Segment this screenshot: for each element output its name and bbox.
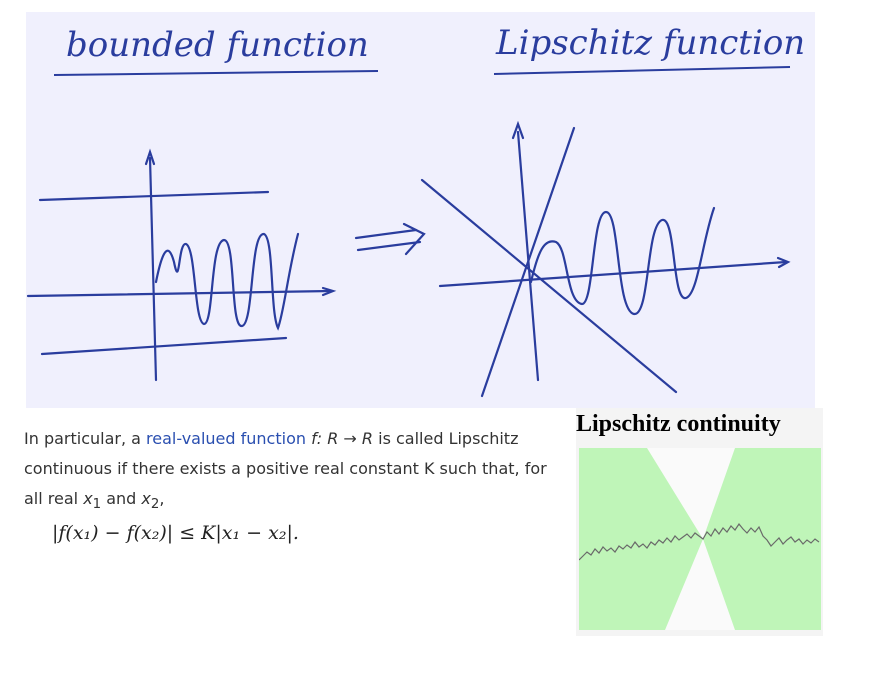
x-axis-arrow: [321, 286, 337, 297]
called-lipschitz-text: is called Lipschitz: [373, 429, 519, 448]
x-axis: [438, 260, 788, 288]
x-axis-arrow: [776, 256, 791, 269]
lipschitz-continuity-title: Lipschitz continuity: [576, 411, 781, 437]
sketch-image: bounded function Lipschitz function: [26, 12, 815, 408]
x1-variable: x: [83, 489, 93, 508]
bounded-wave: [154, 232, 300, 331]
cone-line-2: [480, 126, 576, 398]
implies-arrow: [354, 222, 426, 256]
definition-paragraph: In particular, a real-valued function f:…: [24, 424, 584, 520]
lipschitz-title-underline: [493, 66, 791, 75]
and-text: and: [101, 489, 142, 508]
lipschitz-continuity-panel: Lipschitz continuity: [576, 408, 823, 636]
white-cone: [647, 448, 735, 630]
y-axis-arrow: [144, 148, 156, 166]
y-axis-arrow: [511, 120, 525, 140]
x-axis: [26, 289, 333, 298]
y-axis: [516, 130, 540, 382]
continuous-text: continuous if there exists a positive re…: [24, 459, 547, 478]
lipschitz-wave: [529, 206, 716, 316]
all-real-text: all real: [24, 489, 84, 508]
lipschitz-function-title: Lipschitz function: [495, 23, 805, 63]
x2-variable: x: [141, 489, 151, 508]
bounded-function-title: bounded function: [66, 25, 369, 65]
cone-line-1: [420, 178, 678, 394]
x1-subscript: 1: [92, 497, 102, 513]
x2-subscript: 2: [150, 497, 160, 513]
mapping-text: : R → R: [316, 429, 374, 448]
comma-text: ,: [159, 489, 165, 508]
real-valued-function-link[interactable]: real-valued function: [146, 429, 306, 448]
intro-text: In particular, a: [24, 429, 147, 448]
lipschitz-inequality: |f(x₁) − f(x₂)| ≤ K|x₁ − x₂|.: [52, 522, 299, 544]
function-curve: [579, 522, 820, 561]
bounded-function-plot: [26, 148, 337, 382]
y-axis: [148, 156, 158, 382]
lipschitz-cone-graph: [579, 448, 821, 630]
lower-bound-line: [40, 336, 288, 356]
lipschitz-function-plot: [420, 120, 791, 398]
upper-bound-line: [38, 190, 270, 202]
bounded-title-underline: [53, 70, 379, 76]
function-symbol: f: [311, 429, 317, 448]
sketch-drawing: bounded function Lipschitz function: [26, 23, 805, 398]
